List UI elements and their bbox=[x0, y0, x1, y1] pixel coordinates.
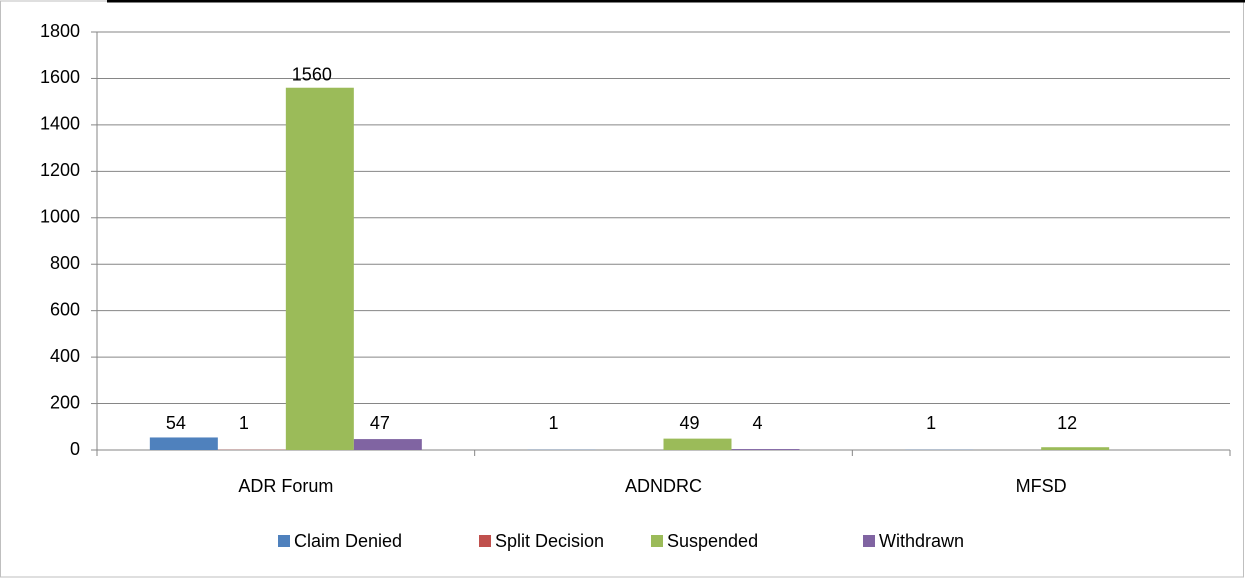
y-tick-label: 400 bbox=[50, 346, 80, 366]
y-tick-label: 800 bbox=[50, 253, 80, 273]
x-tick-label: ADNDRC bbox=[625, 476, 702, 496]
legend-swatch bbox=[651, 535, 663, 547]
y-tick-label: 1800 bbox=[40, 21, 80, 41]
data-label: 1 bbox=[239, 413, 249, 433]
x-tick-label: MFSD bbox=[1016, 476, 1067, 496]
legend-label: Claim Denied bbox=[294, 531, 402, 551]
data-label: 12 bbox=[1057, 413, 1077, 433]
legend-label: Suspended bbox=[667, 531, 758, 551]
x-tick-label: ADR Forum bbox=[238, 476, 333, 496]
data-label: 1 bbox=[548, 413, 558, 433]
legend-label: Split Decision bbox=[495, 531, 604, 551]
bar bbox=[731, 449, 800, 450]
y-tick-label: 0 bbox=[70, 439, 80, 459]
data-label: 49 bbox=[679, 413, 699, 433]
y-tick-label: 600 bbox=[50, 299, 80, 319]
data-label: 47 bbox=[370, 413, 390, 433]
bar bbox=[663, 438, 732, 450]
y-tick-label: 1400 bbox=[40, 114, 80, 134]
data-label: 54 bbox=[166, 413, 186, 433]
data-label: 1 bbox=[926, 413, 936, 433]
legend-label: Withdrawn bbox=[879, 531, 964, 551]
legend-swatch bbox=[278, 535, 290, 547]
legend-swatch bbox=[479, 535, 491, 547]
data-label: 4 bbox=[752, 413, 762, 433]
legend-swatch bbox=[863, 535, 875, 547]
y-tick-label: 1000 bbox=[40, 207, 80, 227]
bar bbox=[285, 87, 354, 450]
y-tick-label: 200 bbox=[50, 392, 80, 412]
bar bbox=[149, 437, 218, 450]
y-tick-label: 1200 bbox=[40, 160, 80, 180]
bar bbox=[353, 439, 422, 450]
data-label: 1560 bbox=[292, 64, 332, 84]
bar bbox=[1041, 447, 1110, 450]
y-tick-label: 1600 bbox=[40, 67, 80, 87]
